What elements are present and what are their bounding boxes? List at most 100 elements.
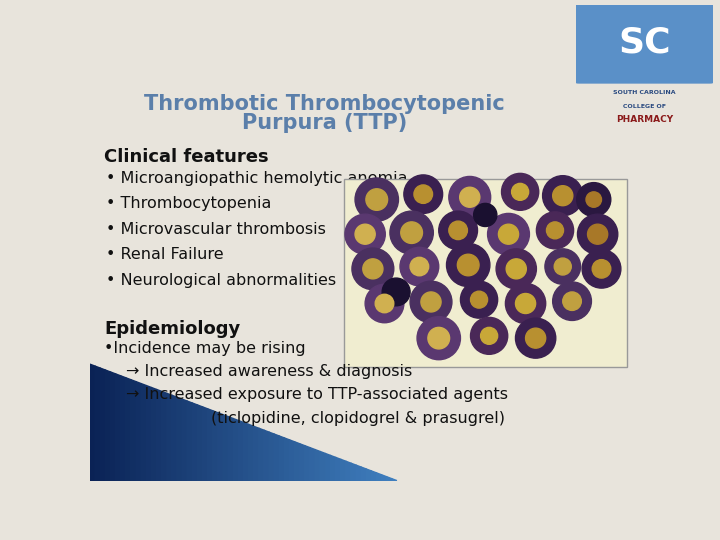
Circle shape: [516, 294, 536, 314]
Polygon shape: [356, 465, 361, 481]
Polygon shape: [351, 463, 356, 481]
Polygon shape: [187, 401, 192, 481]
Polygon shape: [341, 459, 346, 481]
Text: Purpura (TTP): Purpura (TTP): [242, 112, 407, 132]
Polygon shape: [202, 407, 207, 481]
FancyBboxPatch shape: [572, 2, 717, 84]
Polygon shape: [243, 422, 248, 481]
Polygon shape: [105, 370, 110, 481]
Text: SC: SC: [618, 26, 670, 59]
Polygon shape: [346, 461, 351, 481]
Polygon shape: [377, 473, 382, 481]
Circle shape: [586, 192, 601, 207]
Text: • Microvascular thrombosis: • Microvascular thrombosis: [106, 222, 325, 237]
Polygon shape: [269, 432, 274, 481]
Polygon shape: [182, 399, 187, 481]
Polygon shape: [289, 440, 294, 481]
Polygon shape: [116, 374, 121, 481]
Circle shape: [474, 204, 497, 226]
Circle shape: [410, 281, 452, 323]
Circle shape: [382, 278, 410, 306]
Polygon shape: [131, 380, 136, 481]
Circle shape: [471, 318, 508, 354]
Circle shape: [593, 260, 611, 278]
Polygon shape: [372, 471, 377, 481]
Text: → Increased exposure to TTP-associated agents: → Increased exposure to TTP-associated a…: [126, 387, 508, 402]
Polygon shape: [325, 454, 330, 481]
Circle shape: [365, 284, 404, 323]
Circle shape: [554, 258, 571, 275]
Circle shape: [459, 187, 480, 207]
FancyBboxPatch shape: [344, 179, 627, 367]
Circle shape: [404, 175, 443, 213]
Circle shape: [390, 211, 433, 254]
Circle shape: [355, 178, 398, 221]
Text: • Renal Failure: • Renal Failure: [106, 247, 223, 262]
Polygon shape: [136, 382, 141, 481]
Polygon shape: [300, 444, 305, 481]
Polygon shape: [172, 395, 177, 481]
Polygon shape: [361, 467, 366, 481]
Circle shape: [410, 257, 428, 276]
Text: → Increased awareness & diagnosis: → Increased awareness & diagnosis: [126, 364, 412, 379]
Polygon shape: [253, 426, 258, 481]
Circle shape: [400, 247, 438, 286]
Polygon shape: [294, 442, 300, 481]
Polygon shape: [192, 403, 197, 481]
Polygon shape: [305, 446, 310, 481]
Circle shape: [506, 259, 526, 279]
Polygon shape: [141, 383, 146, 481]
Circle shape: [417, 316, 461, 360]
Circle shape: [355, 224, 375, 244]
Text: Thrombotic Thrombocytopenic: Thrombotic Thrombocytopenic: [144, 94, 505, 114]
Text: • Microangiopathic hemolytic anemia: • Microangiopathic hemolytic anemia: [106, 171, 407, 186]
Circle shape: [512, 184, 528, 200]
Circle shape: [563, 292, 581, 310]
Circle shape: [505, 284, 546, 323]
Polygon shape: [156, 389, 161, 481]
Circle shape: [366, 189, 387, 211]
Circle shape: [414, 185, 433, 204]
Polygon shape: [382, 475, 387, 481]
Circle shape: [345, 214, 385, 254]
Polygon shape: [238, 421, 243, 481]
Polygon shape: [284, 438, 289, 481]
Circle shape: [502, 173, 539, 211]
Polygon shape: [264, 430, 269, 481]
Polygon shape: [121, 376, 126, 481]
Circle shape: [536, 212, 574, 249]
Text: • Neurological abnormalities: • Neurological abnormalities: [106, 273, 336, 288]
Text: •Incidence may be rising: •Incidence may be rising: [104, 341, 305, 356]
Polygon shape: [387, 477, 392, 481]
Circle shape: [428, 327, 449, 349]
Polygon shape: [258, 428, 264, 481]
Text: • Thrombocytopenia: • Thrombocytopenia: [106, 197, 271, 212]
Circle shape: [375, 294, 394, 313]
Text: PHARMACY: PHARMACY: [616, 115, 673, 124]
Circle shape: [582, 249, 621, 288]
Polygon shape: [95, 366, 100, 481]
Circle shape: [401, 222, 423, 244]
Text: SOUTH CAROLINA: SOUTH CAROLINA: [613, 90, 675, 95]
Polygon shape: [177, 397, 182, 481]
Circle shape: [588, 224, 608, 244]
Text: Clinical features: Clinical features: [104, 148, 269, 166]
Polygon shape: [366, 469, 372, 481]
Polygon shape: [197, 405, 202, 481]
Circle shape: [457, 254, 479, 276]
Polygon shape: [218, 413, 223, 481]
Circle shape: [487, 213, 529, 255]
Polygon shape: [320, 451, 325, 481]
Polygon shape: [223, 415, 228, 481]
Circle shape: [553, 282, 591, 320]
Circle shape: [496, 249, 536, 289]
Circle shape: [471, 291, 487, 308]
Polygon shape: [315, 450, 320, 481]
Polygon shape: [100, 368, 105, 481]
Polygon shape: [110, 372, 116, 481]
Circle shape: [577, 214, 618, 254]
Polygon shape: [151, 388, 156, 481]
Text: (ticlopidine, clopidogrel & prasugrel): (ticlopidine, clopidogrel & prasugrel): [211, 410, 505, 426]
Circle shape: [438, 211, 477, 249]
Polygon shape: [310, 448, 315, 481]
